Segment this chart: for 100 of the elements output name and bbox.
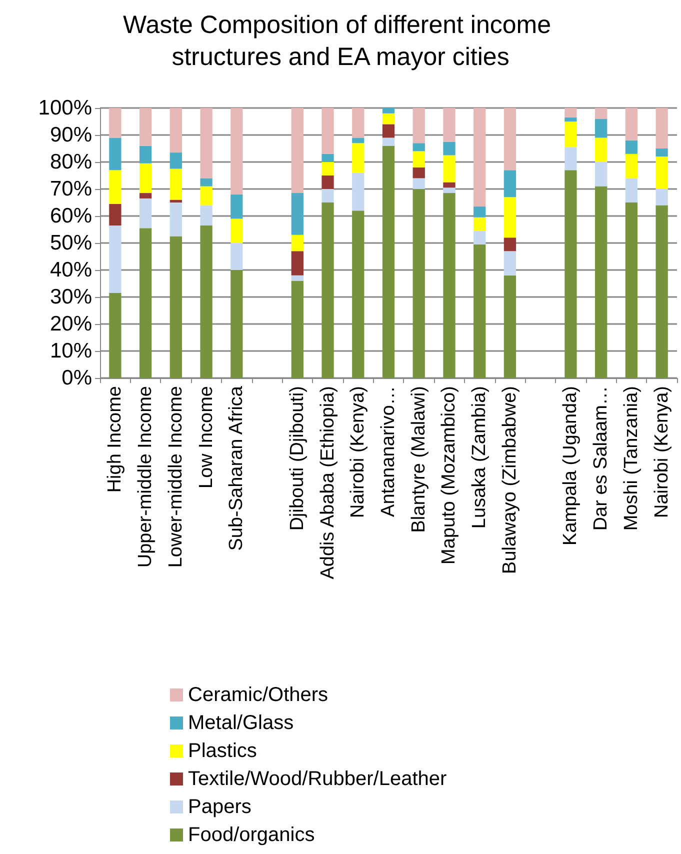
- bar: [412, 178, 425, 189]
- bar: [109, 292, 122, 378]
- bar: [412, 143, 425, 152]
- bar: [412, 108, 425, 144]
- bar: [504, 108, 516, 170]
- bar: [322, 108, 334, 154]
- x-tick-label: Nairobi (Kenya): [348, 386, 369, 518]
- bar: [474, 217, 486, 231]
- bar: [170, 236, 182, 378]
- bar: [443, 142, 456, 156]
- bar: [170, 108, 182, 153]
- bar: [595, 108, 608, 119]
- bar: [382, 108, 395, 114]
- bar: [352, 108, 364, 138]
- bar: [200, 225, 212, 378]
- bar: [382, 138, 395, 146]
- bar: [291, 193, 304, 235]
- bar: [170, 202, 182, 236]
- bar: [230, 108, 243, 194]
- bar: [625, 140, 638, 154]
- bar: [109, 170, 122, 204]
- bar: [109, 138, 122, 170]
- x-tick-label: Dar es Salaam…: [590, 386, 612, 531]
- x-tick-label: High Income: [104, 386, 126, 493]
- bar: [625, 202, 638, 378]
- bar: [564, 117, 577, 122]
- y-tick-label: 70%: [50, 178, 92, 200]
- bar: [139, 163, 152, 194]
- y-tick-label: 100%: [38, 96, 92, 120]
- bar: [656, 205, 668, 378]
- bar: [139, 193, 152, 198]
- bar: [564, 147, 577, 170]
- bar: [504, 251, 516, 276]
- bar: [200, 205, 212, 226]
- bar: [382, 113, 395, 124]
- bar: [139, 146, 152, 164]
- x-tick-label: Lusaka (Zambia): [469, 386, 490, 529]
- bar: [412, 189, 425, 378]
- bar: [443, 155, 456, 182]
- bar: [595, 162, 608, 186]
- bar: [595, 118, 608, 138]
- bar: [200, 108, 212, 178]
- y-tick-label: 40%: [50, 258, 92, 282]
- bar: [291, 234, 304, 252]
- bar: [322, 202, 334, 378]
- legend-label: Plastics: [188, 740, 257, 762]
- legend-label: Food/organics: [188, 824, 315, 846]
- x-tick-label: Bulawayo (Zimbabwe): [499, 386, 520, 574]
- y-tick-label: 30%: [50, 286, 92, 308]
- x-tick-label: Djibouti (Djibouti): [286, 386, 308, 531]
- bar: [230, 194, 243, 219]
- x-tick-label: Antananarivo…: [378, 386, 399, 517]
- bar: [291, 108, 304, 194]
- bar: [352, 210, 364, 378]
- bar: [291, 275, 304, 281]
- bar: [291, 280, 304, 378]
- legend-label: Metal/Glass: [188, 712, 294, 734]
- bar: [170, 168, 182, 200]
- bar: [625, 178, 638, 202]
- bar: [109, 225, 122, 293]
- x-tick-label: Maputo (Mozambico): [438, 386, 460, 564]
- bar: [109, 204, 122, 226]
- bar: [109, 108, 122, 138]
- legend-label: Ceramic/Others: [188, 684, 328, 706]
- chart-title: Waste Composition of different income structures and EA mayor cities: [123, 11, 558, 71]
- bar: [443, 193, 456, 378]
- bar: [656, 148, 668, 157]
- legend-label: Papers: [188, 796, 252, 818]
- bar: [139, 228, 152, 378]
- y-tick-label: 20%: [50, 312, 92, 336]
- y-tick-label: 90%: [50, 124, 92, 146]
- bar: [322, 154, 334, 162]
- bar: [200, 178, 212, 186]
- bar: [412, 151, 425, 168]
- bar: [595, 138, 608, 162]
- bar: [504, 275, 516, 378]
- x-tick-label: Low Income: [196, 386, 217, 488]
- x-tick-label: Kampala (Uganda): [560, 386, 582, 546]
- bar: [474, 244, 486, 378]
- x-tick-label: Blantyre (Malawi): [408, 386, 430, 533]
- bar: [322, 176, 334, 189]
- bar: [564, 170, 577, 378]
- x-tick-label: Addis Ababa (Ethiopia): [317, 386, 338, 580]
- y-tick-label: 50%: [50, 232, 92, 254]
- bar: [322, 162, 334, 176]
- y-tick-label: 80%: [50, 150, 92, 174]
- bar: [170, 152, 182, 169]
- legend-label: Textile/Wood/Rubber/Leather: [188, 768, 448, 790]
- bar: [230, 218, 243, 243]
- bar: [291, 251, 304, 276]
- bar: [474, 108, 486, 207]
- bar: [170, 200, 182, 202]
- bar: [504, 238, 516, 252]
- bar: [139, 108, 152, 146]
- bar: [564, 108, 577, 118]
- bar: [474, 230, 486, 244]
- x-tick-label: Moshi (Tanzania): [620, 386, 642, 531]
- bar: [352, 143, 364, 173]
- bar: [656, 189, 668, 206]
- bar: [139, 198, 152, 228]
